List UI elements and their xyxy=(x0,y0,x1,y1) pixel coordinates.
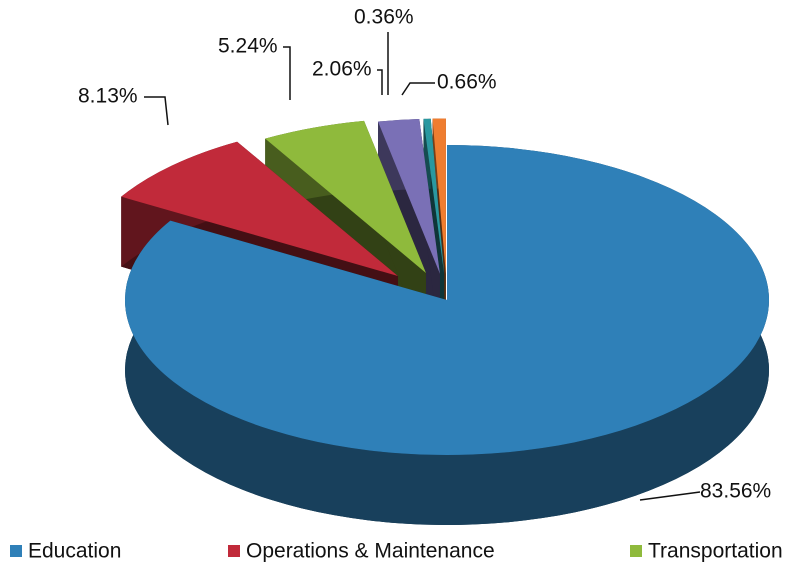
data-label: 8.13% xyxy=(78,85,138,108)
legend-swatch xyxy=(630,545,642,557)
legend-label: Transportation xyxy=(648,540,783,563)
data-label: 83.56% xyxy=(700,480,771,503)
slice xyxy=(121,141,398,277)
data-label: 0.36% xyxy=(354,6,414,29)
data-label: 0.66% xyxy=(437,71,497,94)
leader-line xyxy=(144,96,169,126)
leader-line xyxy=(377,69,383,95)
leader-line xyxy=(639,491,701,501)
data-label: 5.24% xyxy=(218,35,278,58)
slice xyxy=(265,120,426,273)
data-label: 2.06% xyxy=(312,58,372,81)
legend-label: Operations & Maintenance xyxy=(246,540,495,563)
slice xyxy=(423,118,445,274)
slice xyxy=(124,145,770,526)
legend-label: Education xyxy=(28,540,121,563)
slice xyxy=(124,145,770,455)
slice xyxy=(432,118,446,274)
legend-swatch xyxy=(228,545,240,557)
legend-swatch xyxy=(10,545,22,557)
slice xyxy=(378,119,440,274)
leader-line xyxy=(283,46,291,100)
leader-line xyxy=(401,82,435,96)
